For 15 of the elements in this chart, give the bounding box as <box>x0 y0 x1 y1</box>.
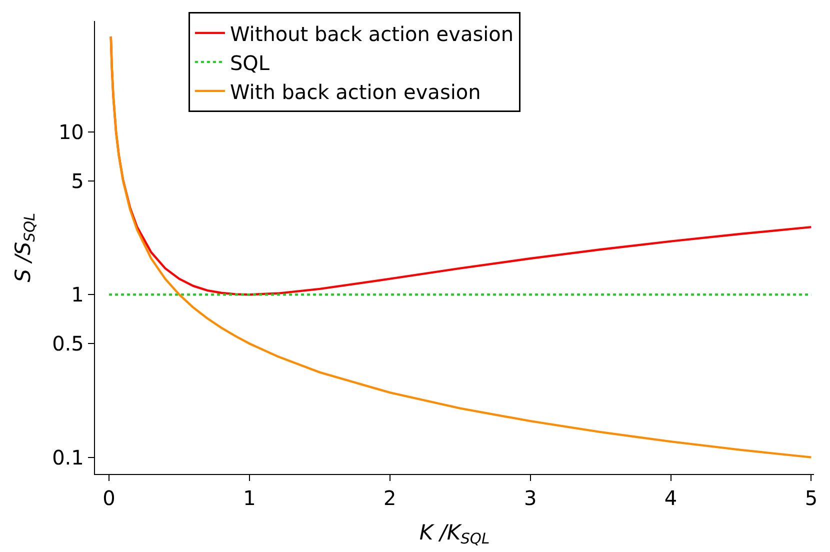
y-tick-label: 1 <box>71 282 84 307</box>
y-tick-label: 0.5 <box>52 332 84 356</box>
x-tick-label: 0 <box>102 486 116 510</box>
legend-label: Without back action evasion <box>230 22 514 46</box>
x-axis-title: K /K$_{SQL}$ <box>419 520 490 548</box>
x-tick-label: 2 <box>384 486 396 510</box>
x-tick-label: 1 <box>243 486 256 510</box>
x-tick-label: 3 <box>524 486 537 510</box>
x-tick-label: 4 <box>664 486 678 510</box>
legend-label: With back action evasion <box>230 80 481 104</box>
y-tick-label: 5 <box>71 168 84 193</box>
x-tick-label: 5 <box>804 486 818 510</box>
legend-label: SQL <box>230 50 270 75</box>
y-tick-label: 0.1 <box>52 445 84 470</box>
y-tick-label: 10 <box>58 120 84 144</box>
